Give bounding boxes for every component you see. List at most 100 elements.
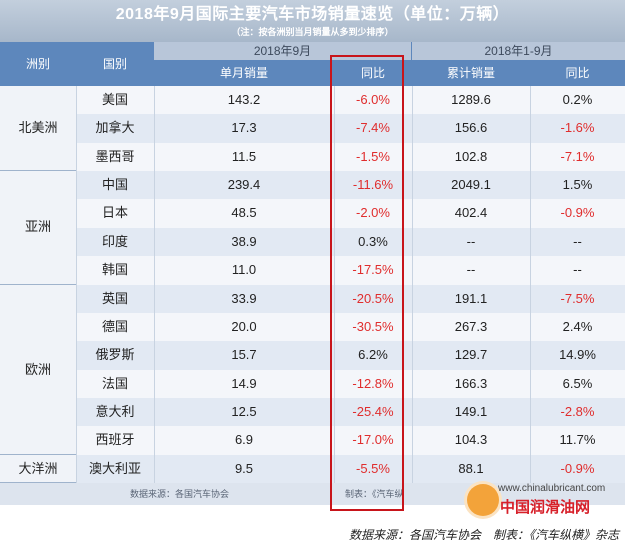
yoy-month-cell: -17.0% bbox=[352, 432, 394, 448]
table-footer-source: 数据来源：各国汽车协会 bbox=[130, 489, 230, 499]
cumulative-sales-cell: 402.4 bbox=[454, 205, 488, 221]
yoy-month-cell: -25.4% bbox=[352, 403, 394, 419]
header-continent: 洲别 bbox=[25, 57, 50, 71]
yoy-month-cell: -12.8% bbox=[352, 375, 394, 391]
cumulative-sales-cell: 1289.6 bbox=[451, 92, 491, 107]
yoy-month-cell: -20.5% bbox=[352, 290, 394, 306]
header-yoy-ytd: 同比 bbox=[565, 66, 590, 80]
column-divider bbox=[76, 86, 77, 483]
country-cell: 美国 bbox=[101, 92, 128, 107]
yoy-ytd-cell: 6.5% bbox=[562, 375, 593, 391]
yoy-ytd-cell: -7.5% bbox=[560, 290, 595, 306]
cumulative-sales-cell: 267.3 bbox=[454, 318, 488, 334]
image-caption: 数据来源：各国汽车协会 制表：《汽车纵横》杂志 bbox=[348, 528, 619, 542]
table-row: 俄罗斯 15.7 6.2% 129.7 14.9% bbox=[76, 341, 625, 371]
table-row: 西班牙 6.9 -17.0% 104.3 11.7% bbox=[76, 426, 625, 456]
yoy-month-cell: 6.2% bbox=[358, 347, 388, 363]
country-cell: 法国 bbox=[101, 375, 128, 391]
yoy-ytd-cell: -1.6% bbox=[560, 120, 595, 136]
country-cell: 俄罗斯 bbox=[95, 347, 135, 363]
monthly-sales-cell: 15.7 bbox=[231, 347, 257, 363]
header-cumulative-sales: 累计销量 bbox=[446, 66, 495, 80]
watermark-url: www.chinalubricant.com bbox=[498, 483, 606, 494]
yoy-ytd-cell: 0.2% bbox=[562, 92, 593, 107]
monthly-sales-cell: 48.5 bbox=[231, 205, 257, 221]
header-country: 国别 bbox=[102, 57, 127, 71]
header-group-ytd: 2018年1-9月 bbox=[412, 42, 625, 60]
yoy-ytd-cell: -- bbox=[573, 233, 582, 249]
yoy-month-cell: -6.0% bbox=[356, 92, 390, 107]
table-row: 德国 20.0 -30.5% 267.3 2.4% bbox=[76, 312, 625, 343]
monthly-sales-cell: 17.3 bbox=[231, 120, 257, 136]
yoy-month-cell: -1.5% bbox=[356, 148, 390, 164]
yoy-month-cell: -2.0% bbox=[356, 205, 390, 221]
cumulative-sales-cell: 104.3 bbox=[454, 432, 488, 448]
yoy-ytd-cell: -0.9% bbox=[560, 460, 595, 476]
continent-cell: 大洋洲 bbox=[0, 455, 76, 484]
country-cell: 印度 bbox=[101, 233, 128, 249]
yoy-month-cell: -5.5% bbox=[356, 460, 390, 476]
country-cell: 澳大利亚 bbox=[88, 460, 141, 476]
column-divider bbox=[412, 86, 413, 483]
table-title: 2018年9月国际主要汽车市场销量速览（单位：万辆） bbox=[115, 6, 510, 23]
yoy-ytd-cell: 11.7% bbox=[559, 432, 596, 448]
table-row: 美国 143.2 -6.0% 1289.6 0.2% bbox=[76, 86, 625, 116]
cumulative-sales-cell: 191.1 bbox=[454, 290, 488, 306]
yoy-ytd-cell: 14.9% bbox=[559, 347, 596, 363]
cumulative-sales-cell: 156.6 bbox=[454, 120, 488, 136]
country-cell: 西班牙 bbox=[95, 432, 135, 448]
continent-cell: 欧洲 bbox=[0, 285, 76, 455]
country-cell: 韩国 bbox=[101, 262, 128, 278]
header-group-month: 2018年9月 bbox=[154, 42, 411, 60]
country-cell: 英国 bbox=[101, 290, 128, 306]
yoy-ytd-cell: 1.5% bbox=[562, 177, 593, 193]
continent-cell: 北美洲 bbox=[0, 86, 76, 172]
table-row: 印度 38.9 0.3% -- -- bbox=[76, 227, 625, 258]
sales-table: 2018年9月国际主要汽车市场销量速览（单位：万辆） （注：按各洲别当月销量从多… bbox=[0, 0, 625, 505]
cumulative-sales-cell: 2049.1 bbox=[451, 177, 491, 193]
yoy-ytd-cell: -2.8% bbox=[560, 403, 595, 419]
table-row: 墨西哥 11.5 -1.5% 102.8 -7.1% bbox=[76, 142, 625, 173]
monthly-sales-cell: 9.5 bbox=[234, 460, 254, 476]
table-row: 英国 33.9 -20.5% 191.1 -7.5% bbox=[76, 284, 625, 314]
table-row: 中国 239.4 -11.6% 2049.1 1.5% bbox=[76, 171, 625, 201]
data-rows: 美国 143.2 -6.0% 1289.6 0.2% 加拿大 17.3 -7.4% 156.6 -… bbox=[76, 86, 625, 485]
cumulative-sales-cell: 129.7 bbox=[454, 347, 488, 363]
monthly-sales-cell: 143.2 bbox=[227, 92, 261, 107]
yoy-ytd-cell: -0.9% bbox=[560, 205, 595, 221]
table-row: 日本 48.5 -2.0% 402.4 -0.9% bbox=[76, 199, 625, 229]
yoy-ytd-cell: 2.4% bbox=[562, 318, 593, 334]
table-row: 意大利 12.5 -25.4% 149.1 -2.8% bbox=[76, 397, 625, 428]
cumulative-sales-cell: -- bbox=[466, 233, 476, 249]
monthly-sales-cell: 14.9 bbox=[231, 375, 257, 391]
yoy-month-cell: -7.4% bbox=[356, 120, 390, 136]
monthly-sales-cell: 6.9 bbox=[234, 432, 254, 448]
table-title-bar: 2018年9月国际主要汽车市场销量速览（单位：万辆） （注：按各洲别当月销量从多… bbox=[0, 0, 625, 42]
column-divider bbox=[334, 86, 335, 483]
yoy-month-cell: -11.6% bbox=[352, 177, 394, 193]
monthly-sales-cell: 20.0 bbox=[231, 318, 257, 334]
monthly-sales-cell: 12.5 bbox=[231, 403, 257, 419]
yoy-month-cell: -30.5% bbox=[352, 318, 394, 334]
table-row: 法国 14.9 -12.8% 166.3 6.5% bbox=[76, 369, 625, 399]
continent-column: 北美洲 亚洲 欧洲 大洋洲 bbox=[0, 86, 76, 484]
country-cell: 日本 bbox=[101, 205, 128, 221]
column-divider bbox=[530, 86, 531, 483]
yoy-month-cell: -17.5% bbox=[352, 262, 394, 278]
table-row: 加拿大 17.3 -7.4% 156.6 -1.6% bbox=[76, 114, 625, 144]
monthly-sales-cell: 11.5 bbox=[231, 148, 257, 164]
table-subtitle: （注：按各洲别当月销量从多到少排序） bbox=[231, 27, 394, 37]
yoy-month-cell: 0.3% bbox=[358, 233, 388, 249]
watermark-name: 中国润滑油网 bbox=[500, 499, 591, 516]
cumulative-sales-cell: 102.8 bbox=[454, 148, 488, 164]
column-divider bbox=[154, 86, 155, 483]
monthly-sales-cell: 38.9 bbox=[231, 233, 257, 249]
header-yoy-month: 同比 bbox=[360, 66, 385, 80]
table-row: 澳大利亚 9.5 -5.5% 88.1 -0.9% bbox=[76, 454, 625, 485]
table-footer-producer: 制表：《汽车纵 bbox=[345, 489, 404, 499]
monthly-sales-cell: 239.4 bbox=[227, 177, 261, 193]
monthly-sales-cell: 11.0 bbox=[231, 262, 257, 278]
cumulative-sales-cell: 149.1 bbox=[454, 403, 488, 419]
table-row: 韩国 11.0 -17.5% -- -- bbox=[76, 256, 625, 286]
yoy-ytd-cell: -7.1% bbox=[560, 148, 595, 164]
